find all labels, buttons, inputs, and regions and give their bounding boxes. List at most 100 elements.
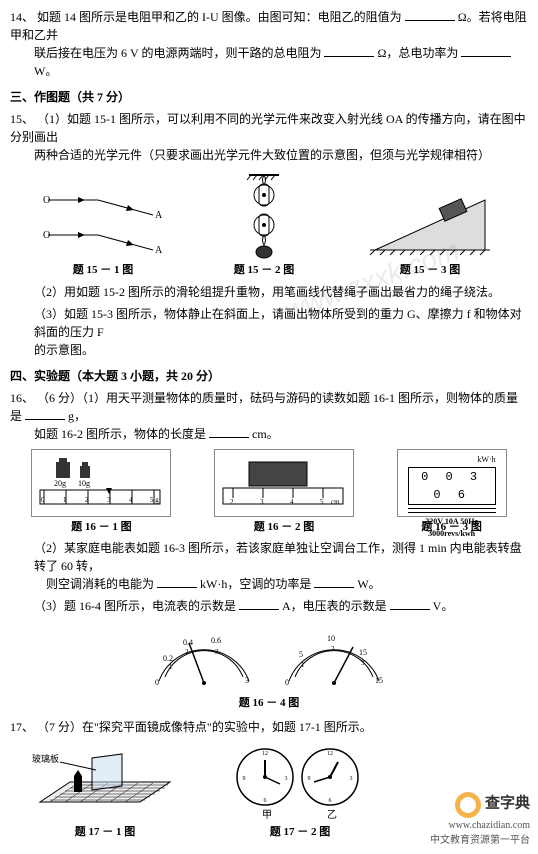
svg-text:3: 3: [245, 676, 249, 685]
svg-text:10g: 10g: [78, 479, 90, 488]
svg-text:甲: 甲: [262, 810, 272, 821]
logo-tagline: 中文教育资源第一平台: [430, 835, 530, 846]
q15-p2: （2）用如题 15-2 图所示的滑轮组提升重物，用笔画线代替绳子画出最省力的绳子…: [10, 283, 528, 301]
meter-unit: kW·h: [402, 454, 502, 466]
section-4-title: 四、实验题（本大题 3 小题，共 20 分）: [10, 367, 528, 385]
svg-text:2: 2: [331, 645, 335, 653]
q14-blank-1[interactable]: [405, 8, 455, 21]
q14-number: 14、: [10, 10, 34, 24]
q15-p3-a: （3）如题 15-3 图所示，物体静止在斜面上，请画出物体所受到的重力 G、摩擦…: [34, 307, 522, 339]
logo-text: 查字典: [485, 795, 530, 811]
svg-text:9: 9: [308, 776, 311, 782]
svg-text:20g: 20g: [54, 479, 66, 488]
svg-text:9: 9: [243, 776, 246, 782]
fig-17-1-caption: 题 17 － 1 图: [30, 824, 180, 841]
q14-blank-3[interactable]: [461, 44, 511, 57]
site-logo: 查字典 www.chazidian.com 中文教育资源第一平台: [430, 792, 530, 848]
question-15: 15、 （1）如题 15-1 图所示，可以利用不同的光学元件来改变入射光线 OA…: [10, 110, 528, 359]
balance-scale-diagram: 20g 10g 0 1 2 3 4 5 g: [36, 454, 164, 510]
svg-text:0.2: 0.2: [163, 654, 173, 663]
ammeter-dial: 0 0.21 0.42 0.63 3: [149, 621, 259, 691]
svg-text:3: 3: [260, 498, 264, 506]
svg-text:cm: cm: [331, 498, 340, 506]
svg-text:6: 6: [329, 798, 332, 804]
svg-text:5 g: 5 g: [150, 496, 159, 504]
svg-text:2: 2: [230, 498, 234, 506]
q16-figure-row-1: 20g 10g 0 1 2 3 4 5 g 题 16 － 1 图: [10, 449, 528, 536]
svg-text:15: 15: [359, 648, 367, 657]
figure-16-1: 20g 10g 0 1 2 3 4 5 g 题 16 － 1 图: [31, 449, 171, 536]
q14-unit-b: Ω，总电功率为: [377, 46, 458, 60]
q16-p2-line2: 则空调消耗的电能为 kW·h，空调的功率是 W。: [10, 575, 528, 593]
svg-text:O: O: [43, 230, 50, 241]
figure-17-1: 玻璃板 题 17 － 1 图: [30, 742, 180, 841]
q16-blank-current[interactable]: [239, 597, 279, 610]
svg-text:0.6: 0.6: [211, 636, 221, 645]
q15-figure-row: O A O A 题 15 － 1 图: [10, 170, 528, 279]
logo-url: www.chazidian.com: [448, 820, 530, 831]
svg-text:5: 5: [320, 498, 324, 506]
figure-16-4-voltmeter: 0 51 102 153 15: [279, 621, 389, 691]
q16-p3: （3）题 16-4 图所示，电流表的示数是 A，电压表的示数是 V。: [10, 597, 528, 615]
q16-p1-b: 如题 16-2 图所示，物体的长度是: [34, 427, 206, 441]
q16-p1-a: （6 分）（1）用天平测量物体的质量时，砝码与游码的读数如题 16-1 图所示，…: [10, 391, 518, 423]
svg-text:3: 3: [350, 776, 353, 782]
svg-text:5: 5: [299, 650, 303, 659]
fig-16-3-caption: 题 16 － 3 图: [397, 519, 507, 536]
svg-text:乙: 乙: [327, 809, 337, 821]
svg-text:15: 15: [375, 676, 383, 685]
ruler-diagram: 2 3 4 5 cm: [219, 454, 347, 510]
question-16: 16、 （6 分）（1）用天平测量物体的质量时，砝码与游码的读数如题 16-1 …: [10, 389, 528, 712]
q16-p3-a: （3）题 16-4 图所示，电流表的示数是: [34, 599, 236, 613]
svg-text:6: 6: [264, 798, 267, 804]
q16-blank-power[interactable]: [314, 575, 354, 588]
fig-16-4-caption: 题 16 － 4 图: [10, 695, 528, 712]
svg-text:玻璃板: 玻璃板: [32, 753, 59, 764]
figure-16-4-ammeter: 0 0.21 0.42 0.63 3: [149, 621, 259, 691]
mirror-experiment-diagram: 玻璃板: [30, 742, 180, 822]
mascot-icon: [455, 792, 481, 818]
section-3-title: 三、作图题（共 7 分）: [10, 88, 528, 106]
q16-figure-row-2: 0 0.21 0.42 0.63 3 0 51 102 153 15: [10, 621, 528, 691]
svg-text:0: 0: [155, 678, 159, 687]
q16-p1-unit-b: cm。: [252, 427, 279, 441]
q14-line2: 联后接在电压为 6 V 的电源两端时，则干路的总电阻为 Ω，总电功率为 W。: [10, 44, 528, 80]
svg-text:2: 2: [85, 496, 89, 504]
svg-text:4: 4: [290, 498, 294, 506]
q16-p2-b: 则空调消耗的电能为: [46, 577, 154, 591]
svg-text:A: A: [155, 245, 163, 256]
svg-text:0.4: 0.4: [183, 638, 193, 647]
q16-p2: （2）某家庭电能表如题 16-3 图所示，若该家庭单独让空调台工作，测得 1 m…: [10, 539, 528, 575]
question-14: 14、 如题 14 图所示是电阻甲和乙的 I-U 图像。由图可知：电阻乙的阻值为…: [10, 8, 528, 80]
figure-17-2: 12369 甲 12369 乙 题 17 － 2 图: [230, 742, 370, 841]
svg-text:O: O: [43, 195, 50, 206]
q17-number: 17、: [10, 720, 34, 734]
q16-blank-length[interactable]: [209, 425, 249, 438]
q14-text-b: 联后接在电压为 6 V 的电源两端时，则干路的总电阻为: [34, 46, 321, 60]
figure-16-3: kW·h 0 0 3 0 6 220V 10A 50Hz 3000revs/kw…: [397, 449, 507, 536]
q14-text-a: 如题 14 图所示是电阻甲和乙的 I-U 图像。由图可知：电阻乙的阻值为: [37, 10, 402, 24]
figure-15-3: 题 15 － 3 图: [365, 180, 495, 279]
svg-text:3: 3: [107, 496, 111, 504]
svg-text:3: 3: [215, 648, 219, 656]
q15-p1-b: 两种合适的光学元件（只要求画出光学元件大致位置的示意图，但须与光学规律相符）: [10, 146, 528, 164]
svg-text:4: 4: [129, 496, 133, 504]
q16-number: 16、: [10, 391, 34, 405]
svg-text:1: 1: [63, 496, 67, 504]
q16-blank-voltage[interactable]: [390, 597, 430, 610]
fig-15-3-caption: 题 15 － 3 图: [365, 262, 495, 279]
q14-blank-2[interactable]: [324, 44, 374, 57]
q16-blank-energy[interactable]: [157, 575, 197, 588]
fig-16-1-caption: 题 16 － 1 图: [31, 519, 171, 536]
q15-number: 15、: [10, 112, 34, 126]
svg-text:0: 0: [285, 678, 289, 687]
meter-reading: 0 0 3 0 6: [408, 467, 496, 505]
q16-blank-mass[interactable]: [25, 407, 65, 420]
q16-p2-a: （2）某家庭电能表如题 16-3 图所示，若该家庭单独让空调台工作，测得 1 m…: [34, 541, 522, 573]
incline-diagram: [365, 180, 495, 260]
q16-p2-unit-a: kW·h，空调的功率是: [200, 577, 311, 591]
voltmeter-dial: 0 51 102 153 15: [279, 621, 389, 691]
figure-15-1: O A O A 题 15 － 1 图: [43, 180, 163, 279]
fig-15-2-caption: 题 15 － 2 图: [229, 262, 299, 279]
svg-text:0: 0: [41, 496, 45, 504]
